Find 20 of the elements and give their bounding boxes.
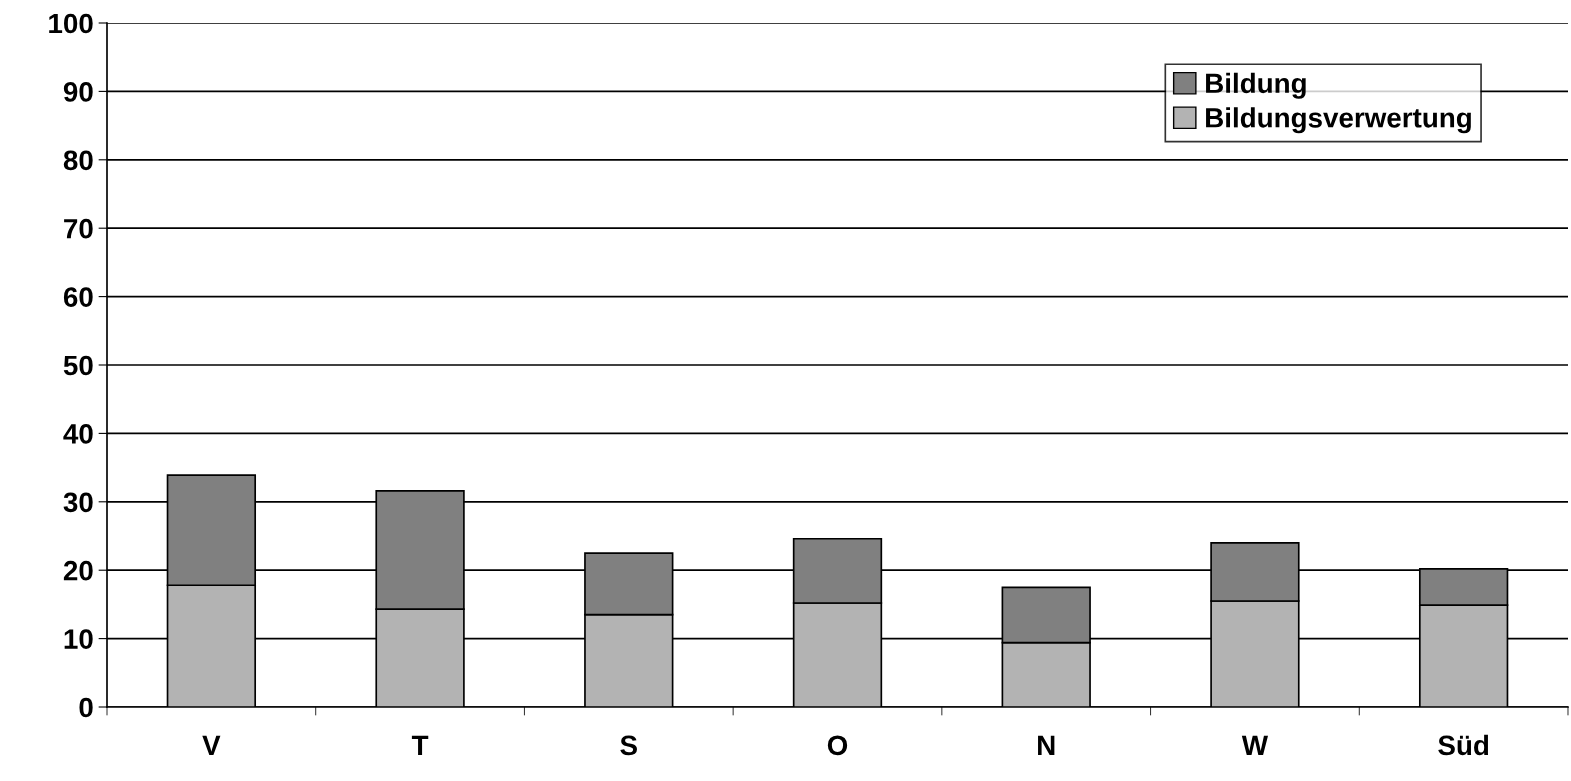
y-tick-label: 30	[63, 492, 93, 513]
y-tick-label: 20	[63, 560, 93, 581]
x-tick-label: Süd	[1438, 734, 1489, 756]
x-tick-label: O	[827, 735, 848, 756]
x-tick-label: V	[202, 735, 221, 755]
y-tick-label: 10	[64, 629, 93, 649]
y-tick-label: 80	[63, 150, 93, 171]
y-tick-label: 60	[63, 287, 93, 307]
y-tick-label: 40	[63, 424, 93, 444]
x-tick-label: T	[411, 735, 429, 755]
y-tick-label: 70	[64, 218, 93, 239]
y-tick-label: 90	[63, 82, 93, 102]
x-tick-label: S	[620, 735, 637, 756]
legend-label: Bildung	[1206, 72, 1306, 99]
x-tick-label: N	[1038, 735, 1055, 755]
legend-label: Bildungsverwertung	[1206, 107, 1471, 134]
x-tick-label: W	[1241, 735, 1269, 755]
y-tick-label: 100	[49, 13, 93, 34]
y-tick-label: 50	[63, 355, 93, 376]
y-tick-label: 0	[79, 697, 93, 718]
